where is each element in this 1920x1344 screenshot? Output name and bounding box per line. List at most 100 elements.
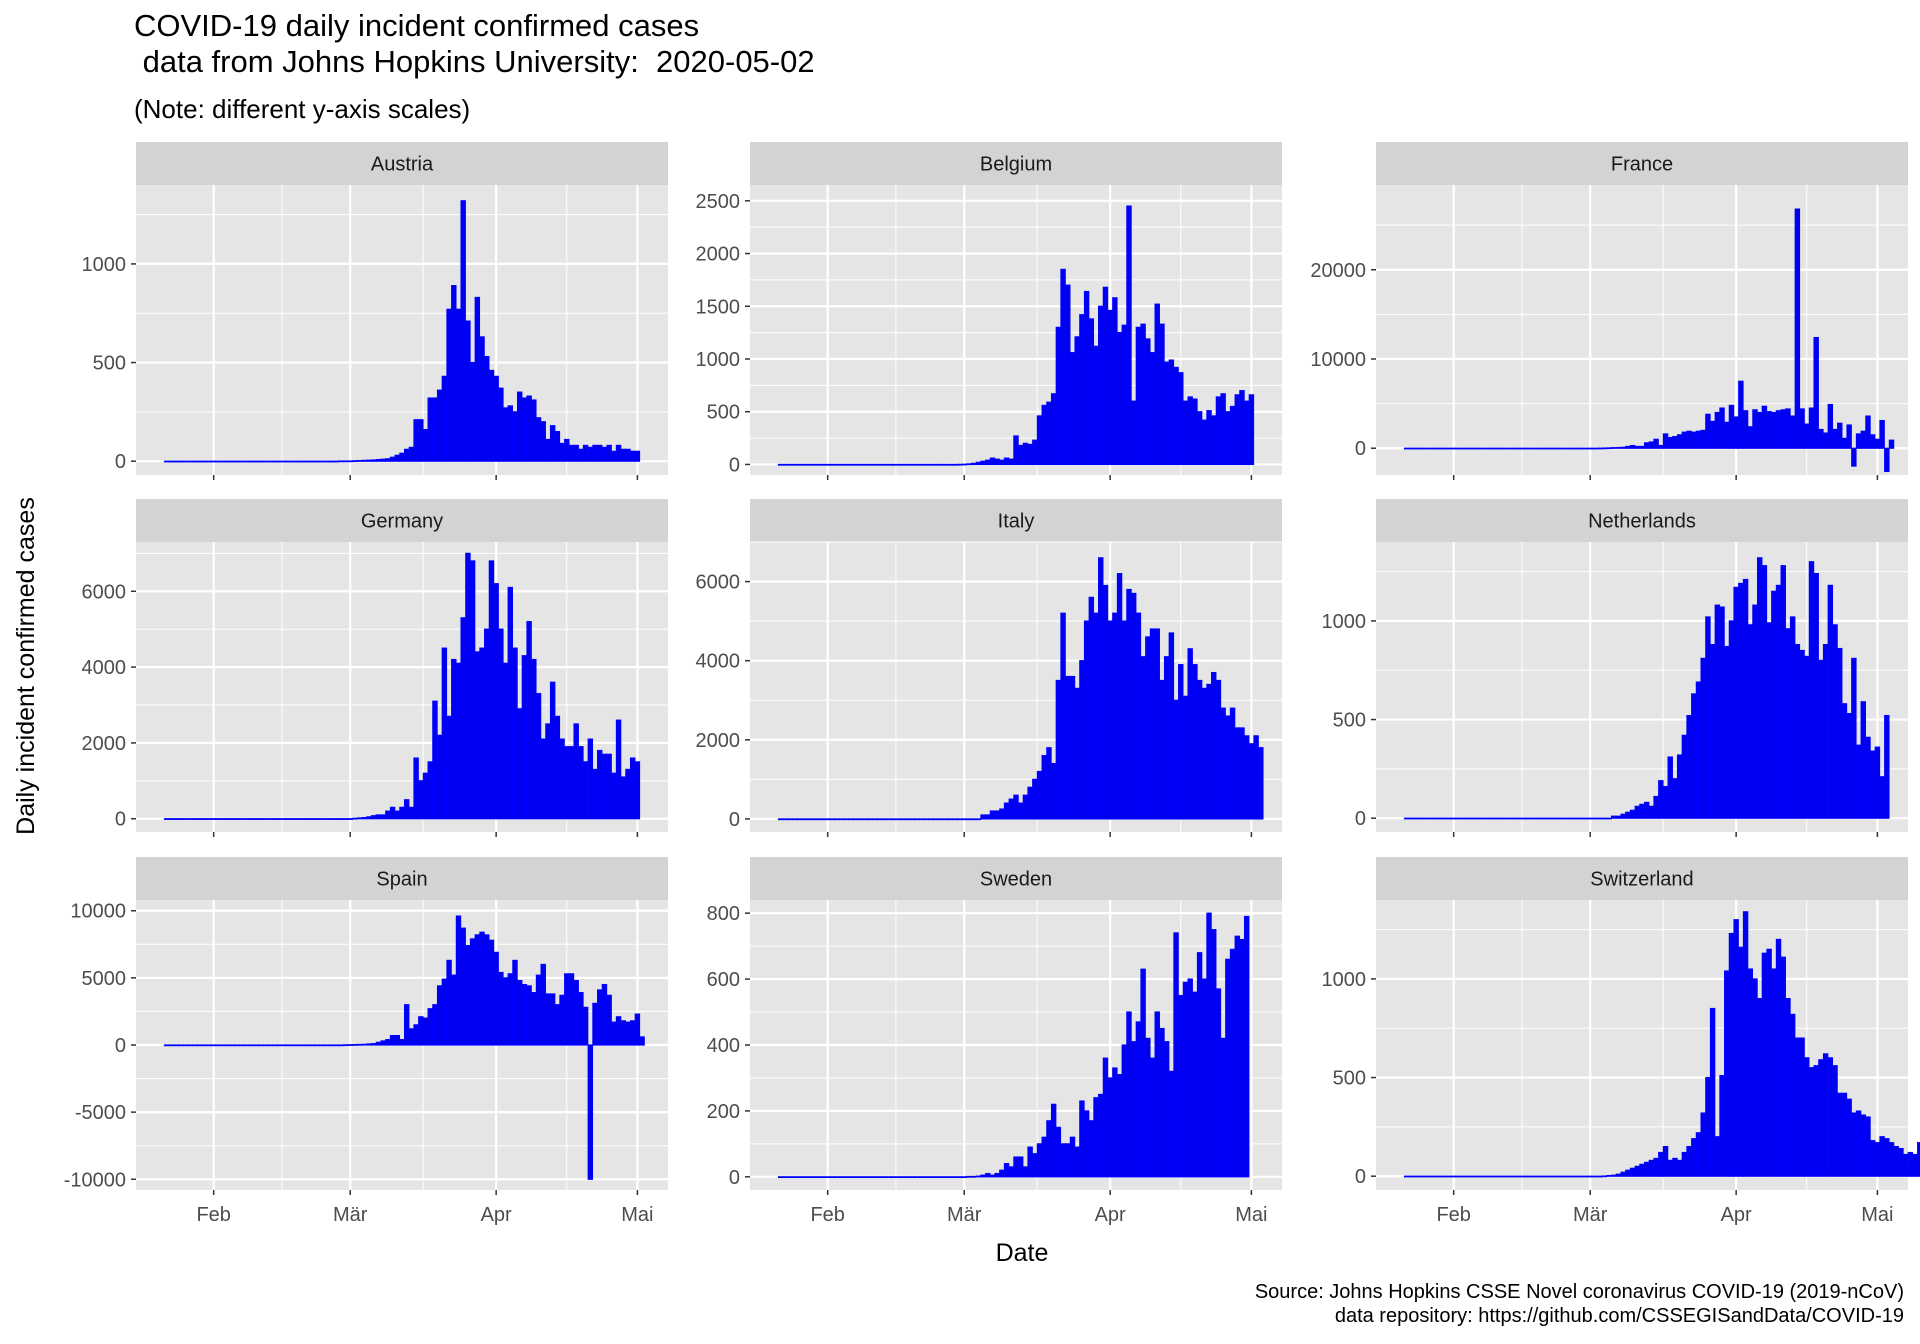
bar-austria: [540, 421, 546, 462]
panel-spain: Spain -10000 -5000 0 5000 10000 Feb Mär Apr Mai: [64, 857, 668, 1226]
bar-italy: [843, 818, 850, 821]
bar-switzerland: [1413, 1175, 1419, 1178]
bar-spain: [455, 915, 462, 1046]
bar-spain: [498, 971, 504, 1046]
bar-belgium: [933, 463, 939, 466]
bar-switzerland: [1483, 1175, 1490, 1178]
bar-spain: [479, 931, 485, 1046]
bar-austria: [611, 450, 617, 462]
bar-sweden: [1083, 1110, 1090, 1178]
bar-sweden: [829, 1176, 836, 1179]
bar-belgium: [937, 463, 944, 466]
bar-netherlands: [1695, 681, 1702, 819]
bar-austria: [220, 460, 226, 463]
bar-spain: [408, 1028, 415, 1046]
bar-sweden: [792, 1176, 798, 1179]
bar-netherlands: [1662, 786, 1669, 819]
bar-austria: [300, 460, 306, 463]
bar-austria: [521, 397, 528, 462]
bar-italy: [1112, 612, 1118, 820]
bar-austria: [502, 407, 509, 462]
bar-france: [1422, 447, 1429, 450]
y-axis-title: Daily incident confirmed cases: [12, 497, 40, 835]
bar-sweden: [914, 1176, 920, 1179]
bar-germany: [484, 628, 490, 820]
bar-austria: [451, 285, 457, 462]
bar-sweden: [1243, 915, 1250, 1178]
bar-switzerland: [1799, 1037, 1805, 1177]
bar-italy: [1088, 596, 1095, 820]
y-tick-label: 2000: [696, 244, 741, 266]
bar-sweden: [1149, 1057, 1156, 1178]
bar-germany: [234, 818, 240, 820]
bar-belgium: [942, 463, 949, 466]
bar-switzerland: [1681, 1151, 1688, 1177]
bar-france: [1601, 447, 1608, 450]
bar-switzerland: [1667, 1159, 1673, 1177]
bar-spain: [267, 1044, 273, 1047]
bar-belgium: [839, 463, 845, 466]
panel-austria: Austria 0 500 1000: [82, 142, 668, 480]
bar-germany: [281, 818, 288, 820]
bar-switzerland: [1855, 1110, 1862, 1177]
bar-belgium: [1069, 352, 1076, 466]
bar-belgium: [1154, 303, 1160, 466]
bar-switzerland: [1643, 1161, 1650, 1177]
bar-netherlands: [1785, 628, 1791, 819]
bar-italy: [1196, 679, 1203, 820]
bar-france: [1502, 447, 1509, 450]
bar-italy: [806, 818, 812, 821]
bar-netherlands: [1686, 715, 1692, 819]
bar-spain: [380, 1040, 386, 1046]
bar-belgium: [862, 463, 869, 466]
bar-germany: [564, 746, 570, 820]
bar-sweden: [1079, 1100, 1085, 1178]
bar-italy: [1211, 671, 1217, 820]
bar-sweden: [881, 1176, 887, 1179]
bar-netherlands: [1535, 817, 1542, 820]
bar-france: [1554, 447, 1560, 450]
bar-belgium: [1145, 338, 1151, 466]
bar-france: [1700, 429, 1706, 449]
bar-germany: [479, 647, 485, 820]
bar-italy: [792, 818, 798, 821]
bar-italy: [801, 818, 807, 821]
bar-switzerland: [1568, 1175, 1575, 1178]
bar-italy: [1159, 679, 1165, 820]
bar-france: [1629, 444, 1636, 449]
bar-netherlands: [1808, 561, 1815, 819]
bar-france: [1846, 424, 1852, 449]
bar-italy: [872, 818, 878, 821]
chart-subtitle: (Note: different y-axis scales): [134, 94, 471, 124]
chart-title: COVID-19 daily incident confirmed cases: [134, 8, 700, 43]
bar-netherlands: [1691, 693, 1697, 819]
bar-italy: [1017, 802, 1024, 820]
y-tick-label: 0: [1355, 808, 1366, 830]
bar-germany: [187, 818, 193, 820]
bar-belgium: [1065, 284, 1071, 466]
bar-france: [1432, 447, 1438, 450]
bar-italy: [777, 818, 784, 821]
bar-netherlands: [1780, 565, 1786, 819]
bar-france: [1827, 403, 1834, 449]
bar-germany: [347, 818, 353, 820]
bar-belgium: [1215, 396, 1222, 466]
bar-sweden: [1069, 1136, 1076, 1178]
bar-spain: [201, 1044, 207, 1047]
bar-belgium: [1008, 458, 1015, 466]
bar-italy: [961, 818, 967, 821]
bar-germany: [587, 738, 594, 820]
bar-spain: [625, 1021, 631, 1046]
bar-italy: [1178, 664, 1184, 820]
bar-italy: [942, 818, 949, 821]
bar-netherlands: [1446, 817, 1452, 820]
bar-netherlands: [1738, 582, 1744, 819]
bar-austria: [234, 460, 240, 463]
y-tick-label: 20000: [1310, 260, 1366, 282]
bar-spain: [356, 1043, 363, 1046]
bar-switzerland: [1530, 1175, 1537, 1178]
bar-switzerland: [1408, 1175, 1415, 1178]
bar-france: [1681, 431, 1688, 449]
bar-sweden: [1196, 952, 1203, 1178]
bar-italy: [1069, 675, 1076, 820]
